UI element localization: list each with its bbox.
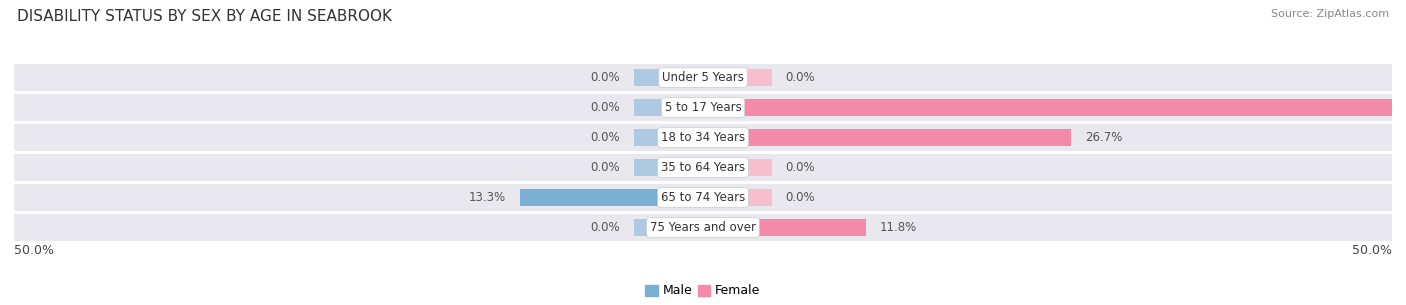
Text: 35 to 64 Years: 35 to 64 Years (661, 161, 745, 174)
Text: 0.0%: 0.0% (591, 161, 620, 174)
Bar (520, 189, 703, 206)
Text: 26.7%: 26.7% (1084, 131, 1122, 144)
Bar (703, 189, 772, 206)
Text: 13.3%: 13.3% (468, 191, 506, 204)
Text: Under 5 Years: Under 5 Years (662, 71, 744, 84)
Text: 65 to 74 Years: 65 to 74 Years (661, 191, 745, 204)
Bar (634, 129, 703, 146)
Text: 75 Years and over: 75 Years and over (650, 221, 756, 234)
Bar (634, 99, 703, 116)
Bar (14, 94, 1392, 121)
Text: 0.0%: 0.0% (591, 101, 620, 114)
Bar (14, 184, 1392, 211)
Bar (14, 214, 1392, 241)
Bar (14, 154, 1392, 181)
Text: 0.0%: 0.0% (786, 191, 815, 204)
Bar (703, 159, 772, 176)
Bar (634, 69, 703, 86)
Text: 0.0%: 0.0% (591, 131, 620, 144)
Legend: Male, Female: Male, Female (641, 279, 765, 303)
Text: 50.0%: 50.0% (1353, 244, 1392, 257)
Text: 0.0%: 0.0% (591, 221, 620, 234)
Text: DISABILITY STATUS BY SEX BY AGE IN SEABROOK: DISABILITY STATUS BY SEX BY AGE IN SEABR… (17, 9, 392, 24)
Bar (703, 69, 772, 86)
Bar (634, 159, 703, 176)
Bar (703, 99, 1392, 116)
Text: 50.0%: 50.0% (14, 244, 53, 257)
Bar (14, 124, 1392, 151)
Text: 0.0%: 0.0% (786, 161, 815, 174)
Bar (634, 219, 703, 236)
Text: Source: ZipAtlas.com: Source: ZipAtlas.com (1271, 9, 1389, 19)
Text: 11.8%: 11.8% (879, 221, 917, 234)
Bar (703, 129, 1071, 146)
Bar (703, 219, 866, 236)
Text: 18 to 34 Years: 18 to 34 Years (661, 131, 745, 144)
Text: 5 to 17 Years: 5 to 17 Years (665, 101, 741, 114)
Text: 0.0%: 0.0% (591, 71, 620, 84)
Text: 0.0%: 0.0% (786, 71, 815, 84)
Bar (14, 64, 1392, 92)
